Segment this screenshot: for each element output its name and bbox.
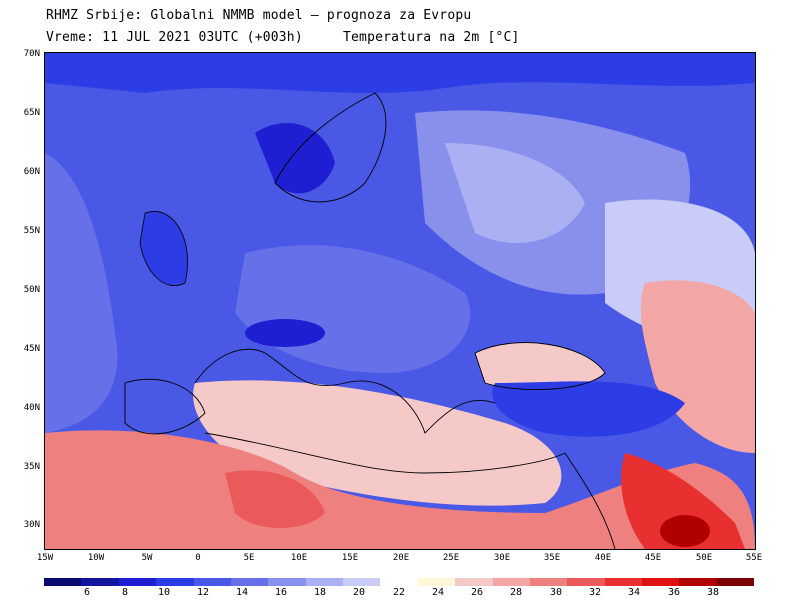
lon-label-5e: 5E [243, 553, 255, 563]
colorbar-label-16: 16 [274, 587, 288, 598]
map-title: RHMZ Srbije: Globalni NMMB model — progn… [46, 8, 472, 23]
british-isles [139, 211, 188, 286]
lat-label-60: 60N [23, 167, 40, 177]
persian-gulf-hot-spot [660, 515, 710, 547]
colorbar-label-22: 22 [392, 587, 406, 598]
lon-label-10w: 10W [87, 553, 105, 563]
colorbar-swatch [567, 578, 605, 586]
alps-cold-spot [245, 319, 325, 347]
lon-label-0: 0 [195, 553, 201, 563]
lon-label-50e: 50E [695, 553, 713, 563]
mediterranean-coastline [194, 348, 496, 434]
black-sea-warm-zone [475, 342, 605, 390]
colorbar-label-30: 30 [549, 587, 563, 598]
colorbar-label-26: 26 [470, 587, 484, 598]
africa-coastline [204, 432, 566, 474]
black-sea-coastline [474, 342, 606, 391]
lon-label-15w: 15W [36, 553, 54, 563]
colorbar-label-36: 36 [667, 587, 681, 598]
colorbar-swatch [679, 578, 717, 586]
temperature-map [44, 52, 756, 550]
lat-label-55: 55N [23, 226, 40, 236]
lat-label-65: 65N [23, 108, 40, 118]
colorbar-label-14: 14 [235, 587, 249, 598]
colorbar-label-10: 10 [157, 587, 171, 598]
colorbar-label-18: 18 [313, 587, 327, 598]
colorbar-label-20: 20 [352, 587, 366, 598]
lon-label-35e: 35E [543, 553, 561, 563]
lat-label-70: 70N [23, 49, 40, 59]
colorbar-swatch [716, 578, 755, 586]
arctic-cold-zone [45, 53, 755, 93]
colorbar-swatch [268, 578, 306, 586]
colorbar-label-24: 24 [431, 587, 445, 598]
colorbar-swatch [529, 578, 568, 586]
colorbar-swatch [492, 578, 530, 586]
colorbar-swatch [455, 578, 493, 586]
atlantic-zone [45, 153, 118, 433]
lon-label-5w: 5W [141, 553, 153, 563]
colorbar-swatch [230, 578, 269, 586]
central-asia-warm-zone [640, 280, 755, 453]
colorbar-swatch [380, 578, 418, 586]
colorbar-swatch [81, 578, 119, 586]
lat-label-50: 50N [23, 285, 40, 295]
middle-east-hot-zone [621, 453, 745, 549]
lat-label-35: 35N [23, 462, 40, 472]
colorbar-swatch [44, 578, 82, 586]
scandinavia-coastline [274, 92, 387, 203]
russia-pale-zone [445, 143, 585, 243]
lon-label-25e: 25E [442, 553, 460, 563]
lon-label-45e: 45E [644, 553, 662, 563]
lat-label-45: 45N [23, 344, 40, 354]
lat-label-40: 40N [23, 403, 40, 413]
colorbar-swatch [156, 578, 194, 586]
lat-label-30: 30N [23, 520, 40, 530]
lon-label-20e: 20E [392, 553, 410, 563]
colorbar-swatch [642, 578, 680, 586]
lon-label-10e: 10E [290, 553, 308, 563]
colorbar-label-34: 34 [627, 587, 641, 598]
colorbar-label-28: 28 [509, 587, 523, 598]
colorbar-label-12: 12 [196, 587, 210, 598]
lon-label-15e: 15E [341, 553, 359, 563]
red-sea-coastline [564, 452, 616, 549]
north-africa-hot-zone [45, 430, 755, 549]
lon-label-30e: 30E [493, 553, 511, 563]
colorbar-swatch [118, 578, 157, 586]
colorbar-label-32: 32 [588, 587, 602, 598]
colorbar-swatch [343, 578, 381, 586]
colorbar-swatch [417, 578, 456, 586]
colorbar-swatch [193, 578, 231, 586]
colorbar-swatch [305, 578, 343, 586]
colorbar-label-6: 6 [83, 587, 91, 598]
sahara-hot-spot [225, 470, 325, 528]
temperature-colorbar [44, 578, 755, 586]
map-subtitle: Vreme: 11 JUL 2021 03UTC (+003h) Tempera… [46, 30, 520, 45]
map-canvas [45, 53, 755, 549]
lon-label-55e: 55E [745, 553, 763, 563]
anatolia-cold-zone [492, 381, 685, 437]
iberia-coastline [124, 378, 206, 435]
colorbar-label-38: 38 [706, 587, 720, 598]
scandinavia-cold-zone [255, 123, 335, 194]
colorbar-label-8: 8 [121, 587, 129, 598]
lon-label-40e: 40E [594, 553, 612, 563]
colorbar-swatch [604, 578, 642, 586]
